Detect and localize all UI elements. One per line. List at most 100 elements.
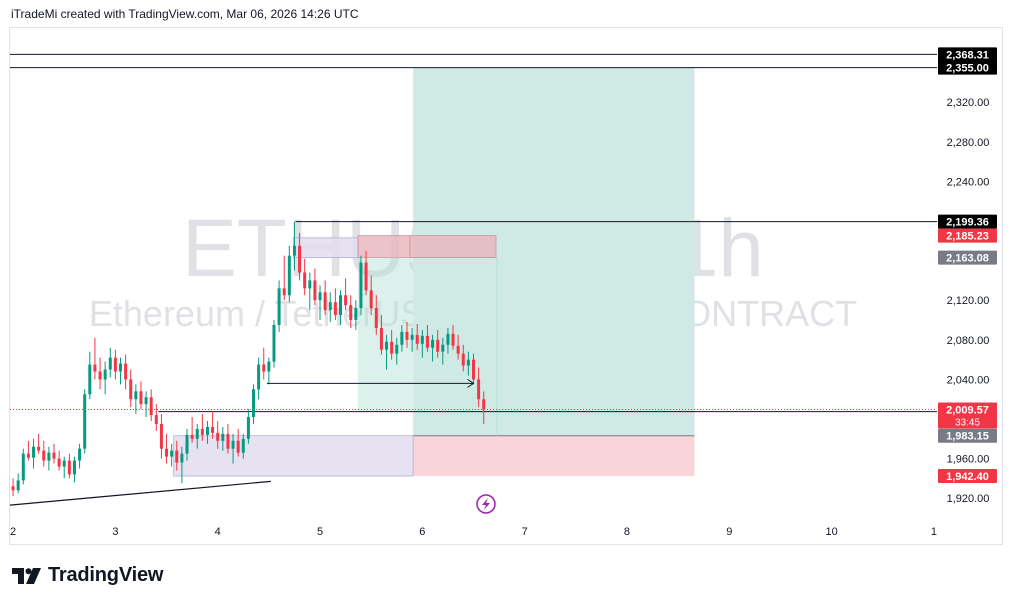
candle-body: [211, 426, 215, 433]
candle-body: [221, 433, 225, 441]
candle-body: [333, 302, 337, 316]
drawings-layer: [9, 378, 475, 506]
candle-body: [441, 344, 445, 352]
candle-body: [328, 302, 332, 311]
time-tick-label: 6: [419, 526, 425, 538]
candle-body: [190, 434, 194, 439]
candle-body: [344, 295, 348, 306]
time-tick-label: 8: [624, 526, 630, 538]
price-tick-label: 1,960.00: [947, 454, 990, 466]
replay-icon[interactable]: [476, 494, 496, 514]
candle-body: [52, 452, 56, 459]
candle-body: [185, 434, 189, 454]
candle-body: [436, 339, 440, 352]
candle-body: [98, 371, 102, 380]
candle-body: [200, 428, 204, 435]
candle-body: [113, 357, 117, 372]
trendline: [9, 480, 271, 506]
candle-body: [354, 308, 358, 321]
candle-body: [195, 428, 199, 439]
candle-body: [338, 295, 342, 316]
candle-body: [246, 417, 250, 439]
price-label-bg: [938, 214, 997, 229]
price-label: 2,185.23: [946, 231, 989, 243]
tradingview-logo-icon: [12, 567, 41, 584]
candle-body: [119, 363, 123, 372]
candle-body: [472, 359, 475, 380]
tradingview-logo[interactable]: TradingView: [12, 564, 163, 587]
candle-body: [420, 335, 424, 344]
candle-body: [482, 399, 486, 410]
candle-body: [16, 480, 20, 491]
zone-demand-0: [173, 435, 414, 477]
candle-body: [369, 290, 373, 309]
price-tick-label: 2,240.00: [947, 176, 990, 188]
candle-body: [129, 379, 133, 400]
candle-body: [364, 262, 368, 291]
price-label: 2,355.00: [946, 63, 989, 75]
candle-body: [405, 331, 409, 340]
zone-supply-3: [409, 235, 497, 258]
candle-body: [226, 433, 230, 449]
candle-body: [78, 448, 82, 461]
zone-demand-1: [293, 237, 359, 258]
candle-body: [154, 415, 158, 424]
candle-body: [108, 357, 112, 370]
candle-body: [451, 333, 455, 346]
candle-body: [88, 364, 92, 395]
candle-body: [159, 423, 163, 449]
price-label: 1,983.15: [946, 431, 989, 443]
candle-body: [42, 450, 46, 461]
price-tick-label: 2,280.00: [947, 137, 990, 149]
candle-body: [262, 364, 266, 372]
candle-body: [456, 345, 460, 354]
candle-body: [11, 486, 15, 491]
candle-body: [410, 334, 414, 340]
time-tick-label: 10: [825, 526, 837, 538]
candle-body: [180, 453, 184, 463]
time-tick-label: 7: [522, 526, 528, 538]
candle-body: [308, 280, 312, 289]
candles-layer: [11, 222, 486, 497]
candle-body: [205, 426, 209, 435]
candle-body: [83, 394, 87, 449]
candle-body: [175, 450, 179, 463]
price-tick-label: 2,320.00: [947, 97, 990, 109]
chart-attribution: iTradeMi created with TradingView.com, M…: [11, 7, 359, 21]
candle-body: [72, 460, 76, 475]
candle-body: [216, 432, 220, 441]
countdown-label: 33:45: [955, 418, 980, 429]
candle-body: [32, 446, 36, 458]
candle-body: [415, 334, 419, 344]
candle-body: [313, 280, 317, 301]
price-label-bg: [938, 402, 997, 429]
candle-body: [236, 440, 240, 453]
price-tick-label: 2,040.00: [947, 374, 990, 386]
candle-body: [374, 308, 378, 328]
price-axis[interactable]: 1,920.00 1,960.00 2,040.00 2,080.00 2,120.00…: [938, 47, 997, 505]
candle-body: [318, 292, 322, 301]
chart-frame[interactable]: [9, 27, 1003, 545]
candle-body: [241, 438, 245, 453]
time-tick-label: 1: [931, 526, 937, 538]
candle-body: [231, 440, 235, 449]
position-stop-zone: [413, 435, 695, 477]
candle-body: [134, 391, 138, 400]
candle-body: [446, 333, 450, 345]
zones-layer: [173, 67, 695, 477]
candle-body: [390, 341, 394, 354]
candle-body: [103, 369, 107, 380]
price-label-bg: [938, 469, 997, 484]
candle-body: [144, 397, 148, 405]
time-axis[interactable]: 2 3 4 5 6 7 8 9 10 1: [10, 526, 937, 538]
candle-body: [385, 341, 389, 350]
price-label: 2,163.08: [946, 253, 989, 265]
price-label-bg: [938, 428, 997, 443]
lines-layer: [10, 53, 937, 413]
candle-body: [282, 288, 286, 296]
candle-body: [287, 255, 291, 296]
candle-body: [67, 460, 71, 475]
candle-body: [292, 245, 296, 256]
price-label-bg: [938, 250, 997, 265]
